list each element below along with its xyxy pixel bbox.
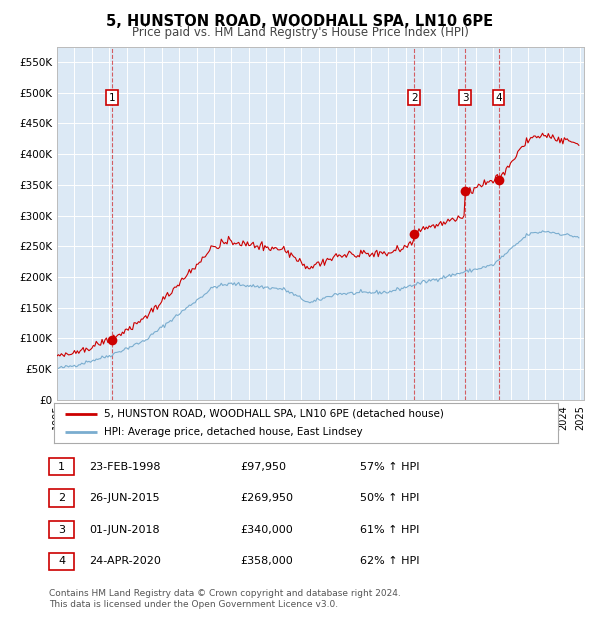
Text: Contains HM Land Registry data © Crown copyright and database right 2024.
This d: Contains HM Land Registry data © Crown c…: [49, 590, 401, 609]
Text: 61% ↑ HPI: 61% ↑ HPI: [360, 525, 419, 535]
Text: 01-JUN-2018: 01-JUN-2018: [89, 525, 160, 535]
Text: 2: 2: [58, 493, 65, 503]
Text: £340,000: £340,000: [240, 525, 293, 535]
Text: 5, HUNSTON ROAD, WOODHALL SPA, LN10 6PE (detached house): 5, HUNSTON ROAD, WOODHALL SPA, LN10 6PE …: [104, 409, 444, 419]
Text: 24-APR-2020: 24-APR-2020: [89, 556, 161, 567]
Text: 23-FEB-1998: 23-FEB-1998: [89, 461, 160, 472]
Text: £97,950: £97,950: [240, 461, 286, 472]
Text: 62% ↑ HPI: 62% ↑ HPI: [360, 556, 419, 567]
Text: 5, HUNSTON ROAD, WOODHALL SPA, LN10 6PE: 5, HUNSTON ROAD, WOODHALL SPA, LN10 6PE: [106, 14, 494, 29]
Text: HPI: Average price, detached house, East Lindsey: HPI: Average price, detached house, East…: [104, 427, 363, 438]
Text: 4: 4: [58, 556, 65, 567]
Text: 3: 3: [58, 525, 65, 535]
Text: 1: 1: [58, 461, 65, 472]
Text: 57% ↑ HPI: 57% ↑ HPI: [360, 461, 419, 472]
Text: 26-JUN-2015: 26-JUN-2015: [89, 493, 160, 503]
Text: 1: 1: [109, 93, 115, 103]
Text: £358,000: £358,000: [240, 556, 293, 567]
Text: Price paid vs. HM Land Registry's House Price Index (HPI): Price paid vs. HM Land Registry's House …: [131, 26, 469, 39]
Text: 2: 2: [411, 93, 418, 103]
Text: 4: 4: [495, 93, 502, 103]
Text: 3: 3: [462, 93, 469, 103]
Text: 50% ↑ HPI: 50% ↑ HPI: [360, 493, 419, 503]
Text: £269,950: £269,950: [240, 493, 293, 503]
